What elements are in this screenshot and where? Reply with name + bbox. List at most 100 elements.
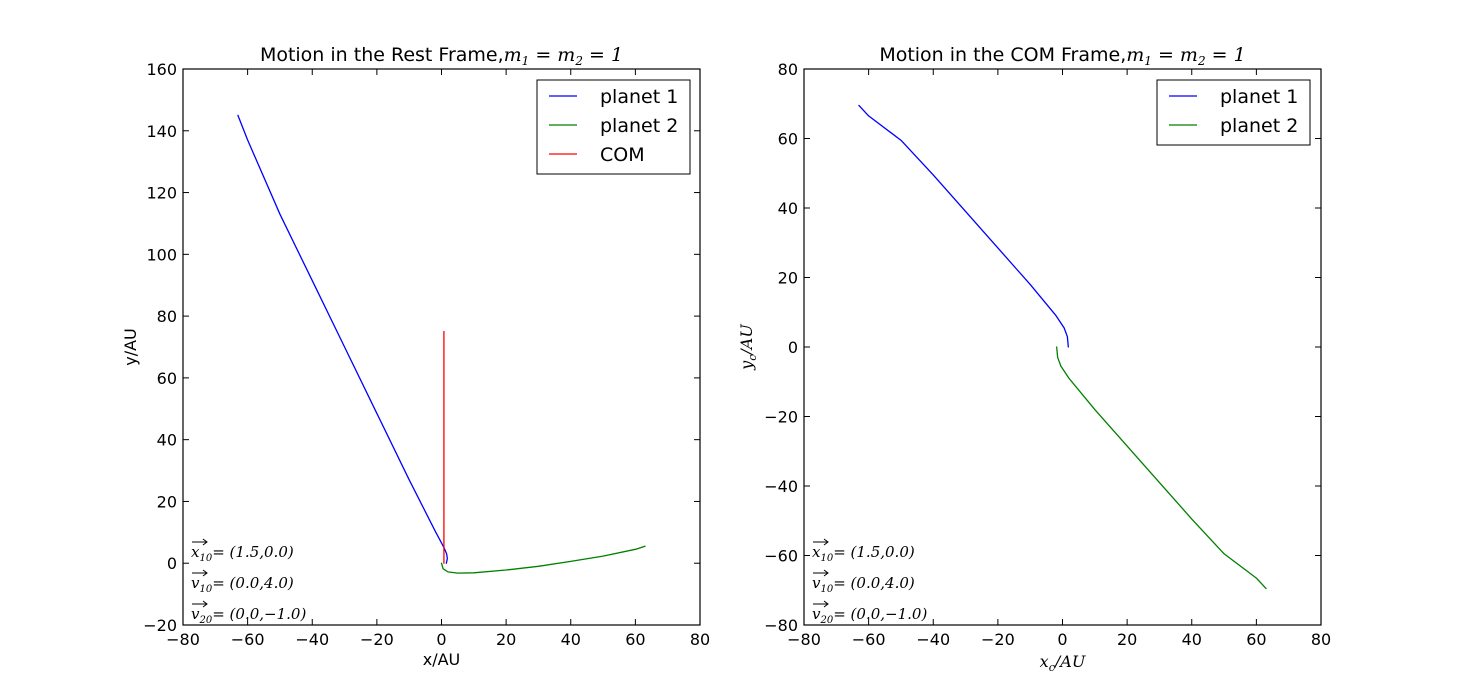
x-tick-label: 60 (1246, 630, 1266, 649)
vector-arrow-head (202, 569, 208, 577)
ann-value: = (0.0,−1.0) (212, 605, 306, 623)
math-m: m (1126, 44, 1144, 66)
math-sub: 1 (522, 54, 530, 68)
ann-symbol: v (191, 574, 200, 592)
y-tick-label: 0 (788, 338, 798, 357)
x-tick-label: −80 (787, 630, 821, 649)
vector-arrow-head (823, 569, 829, 577)
legend: planet 1 planet 2 COM (536, 79, 691, 175)
ann-symbol: v (812, 574, 821, 592)
chart-1: −80 −60 −40 −20 0 20 40 60 80−200204060801001201… (121, 44, 710, 669)
x-tick-label: 20 (496, 630, 516, 649)
y-tick-label: 20 (778, 269, 798, 288)
y-tick-label: 80 (778, 60, 798, 79)
x-tick-label: −80 (166, 630, 200, 649)
y-tick-label: 0 (167, 554, 177, 573)
chart-2: −80 −60 −40 −20 0 20 40 60 80 −80 −60 −40 −20 0 20 40 60… (737, 44, 1331, 674)
annotation-1: x10= (1.5,0.0) (191, 543, 294, 564)
legend-label-2: planet 2 (1220, 115, 1298, 137)
x-tick-label: 40 (1182, 630, 1202, 649)
vector-arrow-head (202, 600, 208, 608)
legend: planet 1 planet 2 (1156, 79, 1311, 146)
ann-symbol: v (812, 605, 821, 623)
plot-area (804, 69, 1321, 625)
series-group (858, 104, 1267, 590)
y-tick-label: 120 (146, 184, 177, 203)
ann-symbol: v (191, 605, 200, 623)
x-tick-label: −40 (916, 630, 950, 649)
series-line-planet-1 (858, 104, 1069, 348)
y-tick-label: 20 (157, 492, 177, 511)
x-tick-label: −60 (852, 630, 886, 649)
chart-title: Motion in the Rest Frame,m1 = m2 = 1 (260, 44, 623, 68)
x-tick-label: 60 (625, 630, 645, 649)
ann-value: = (0.0,−1.0) (833, 605, 927, 623)
math-eq: = m (529, 44, 575, 66)
math-sub: 1 (1144, 54, 1152, 68)
annotation-2: v10= (0.0,4.0) (812, 574, 915, 595)
x-axis-label-main: x (1040, 652, 1049, 671)
ann-sub: 10 (199, 584, 212, 595)
legend-label-1: planet 1 (1220, 86, 1298, 108)
y-axis-label: yc/AU (737, 324, 759, 371)
vector-arrow-head (202, 538, 208, 546)
y-tick-label: 60 (157, 369, 177, 388)
x-axis-label: x/AU (423, 650, 461, 669)
chart-title-text: Motion in the COM Frame, (879, 44, 1126, 66)
annotations: x10= (1.5,0.0)v10= (0.0,4.0)v20= (0.0,−1… (812, 538, 927, 626)
y-tick-label: 140 (146, 122, 177, 141)
y-tick-label: 160 (146, 60, 177, 79)
chart-title-text: Motion in the Rest Frame, (260, 44, 504, 66)
y-axis-label-sub: c (746, 355, 759, 361)
x-tick-label: −20 (360, 630, 394, 649)
ann-symbol: x (191, 543, 200, 561)
vector-arrow-head (823, 600, 829, 608)
ann-value: = (0.0,4.0) (212, 574, 294, 592)
x-tick-label: 0 (436, 630, 446, 649)
x-tick-label: 80 (1311, 630, 1331, 649)
annotation-2: v10= (0.0,4.0) (191, 574, 294, 595)
annotations: x10= (1.5,0.0)v10= (0.0,4.0)v20= (0.0,−1… (191, 538, 306, 626)
series-line-planet-2 (440, 545, 646, 574)
x-tick-label: −40 (295, 630, 329, 649)
ticks: −80 −60 −40 −20 0 20 40 60 80 −20 0 20 40 60 80 100 120 1… (143, 60, 710, 649)
y-tick-label: −40 (764, 477, 798, 496)
x-axis-label: xc/AU (1040, 652, 1086, 674)
ann-value: = (0.0,4.0) (833, 574, 915, 592)
y-axis-label-main: y (737, 360, 756, 371)
x-tick-label: 20 (1117, 630, 1137, 649)
math-sub: 2 (1197, 54, 1206, 68)
ann-sub: 10 (820, 553, 833, 564)
annotation-1: x10= (1.5,0.0) (812, 543, 915, 564)
ann-value: = (1.5,0.0) (833, 543, 915, 561)
y-tick-label: 100 (146, 245, 177, 264)
x-tick-label: 40 (561, 630, 581, 649)
ann-sub: 10 (820, 584, 833, 595)
math-sub: 2 (574, 54, 583, 68)
annotation-3: v20= (0.0,−1.0) (812, 605, 927, 626)
ann-symbol: x (812, 543, 821, 561)
y-tick-label: 60 (778, 130, 798, 149)
series-line-planet-2 (1056, 346, 1267, 590)
ann-sub: 10 (199, 553, 212, 564)
x-tick-label: −60 (231, 630, 265, 649)
y-tick-label: −80 (764, 616, 798, 635)
x-tick-label: −20 (981, 630, 1015, 649)
legend-label-2: planet 2 (600, 115, 678, 137)
legend-label-1: planet 1 (600, 86, 678, 108)
series-group (237, 114, 646, 574)
math-eq: = 1 (583, 44, 623, 66)
series-line-planet-1 (237, 114, 448, 564)
x-tick-label: 0 (1057, 630, 1067, 649)
ann-value: = (1.5,0.0) (212, 543, 294, 561)
vector-arrow-head (823, 538, 829, 546)
y-tick-label: −20 (143, 616, 177, 635)
math-m: m (504, 44, 522, 66)
chart-title-math: m1 = m2 = 1 (1126, 44, 1245, 68)
y-tick-label: 40 (778, 199, 798, 218)
ticks: −80 −60 −40 −20 0 20 40 60 80 −80 −60 −40 −20 0 20 40 60… (764, 60, 1331, 649)
y-tick-label: −60 (764, 547, 798, 566)
y-axis-label: y/AU (121, 328, 140, 366)
chart-title: Motion in the COM Frame,m1 = m2 = 1 (879, 44, 1245, 68)
